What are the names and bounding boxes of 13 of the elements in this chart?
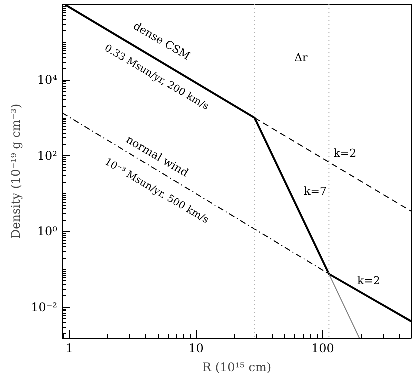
x-tick-label: 100	[311, 342, 334, 356]
annotation: k=2	[357, 274, 380, 288]
annotation: Δr	[294, 51, 309, 64]
annotation: k=7	[304, 185, 327, 198]
y-tick-label: 10⁰	[37, 224, 58, 239]
y-tick-label: 10⁻²	[31, 300, 58, 314]
x-axis-title: R (10¹⁵ cm)	[202, 360, 272, 374]
annotation: k=2	[334, 146, 357, 160]
x-tick-label: 10	[188, 342, 204, 356]
y-tick-label: 10⁴	[37, 73, 58, 88]
y-tick-label: 10²	[37, 148, 58, 163]
y-axis-title: Density (10⁻¹⁹ g cm⁻³)	[9, 104, 24, 240]
x-tick-label: 1	[66, 342, 74, 356]
